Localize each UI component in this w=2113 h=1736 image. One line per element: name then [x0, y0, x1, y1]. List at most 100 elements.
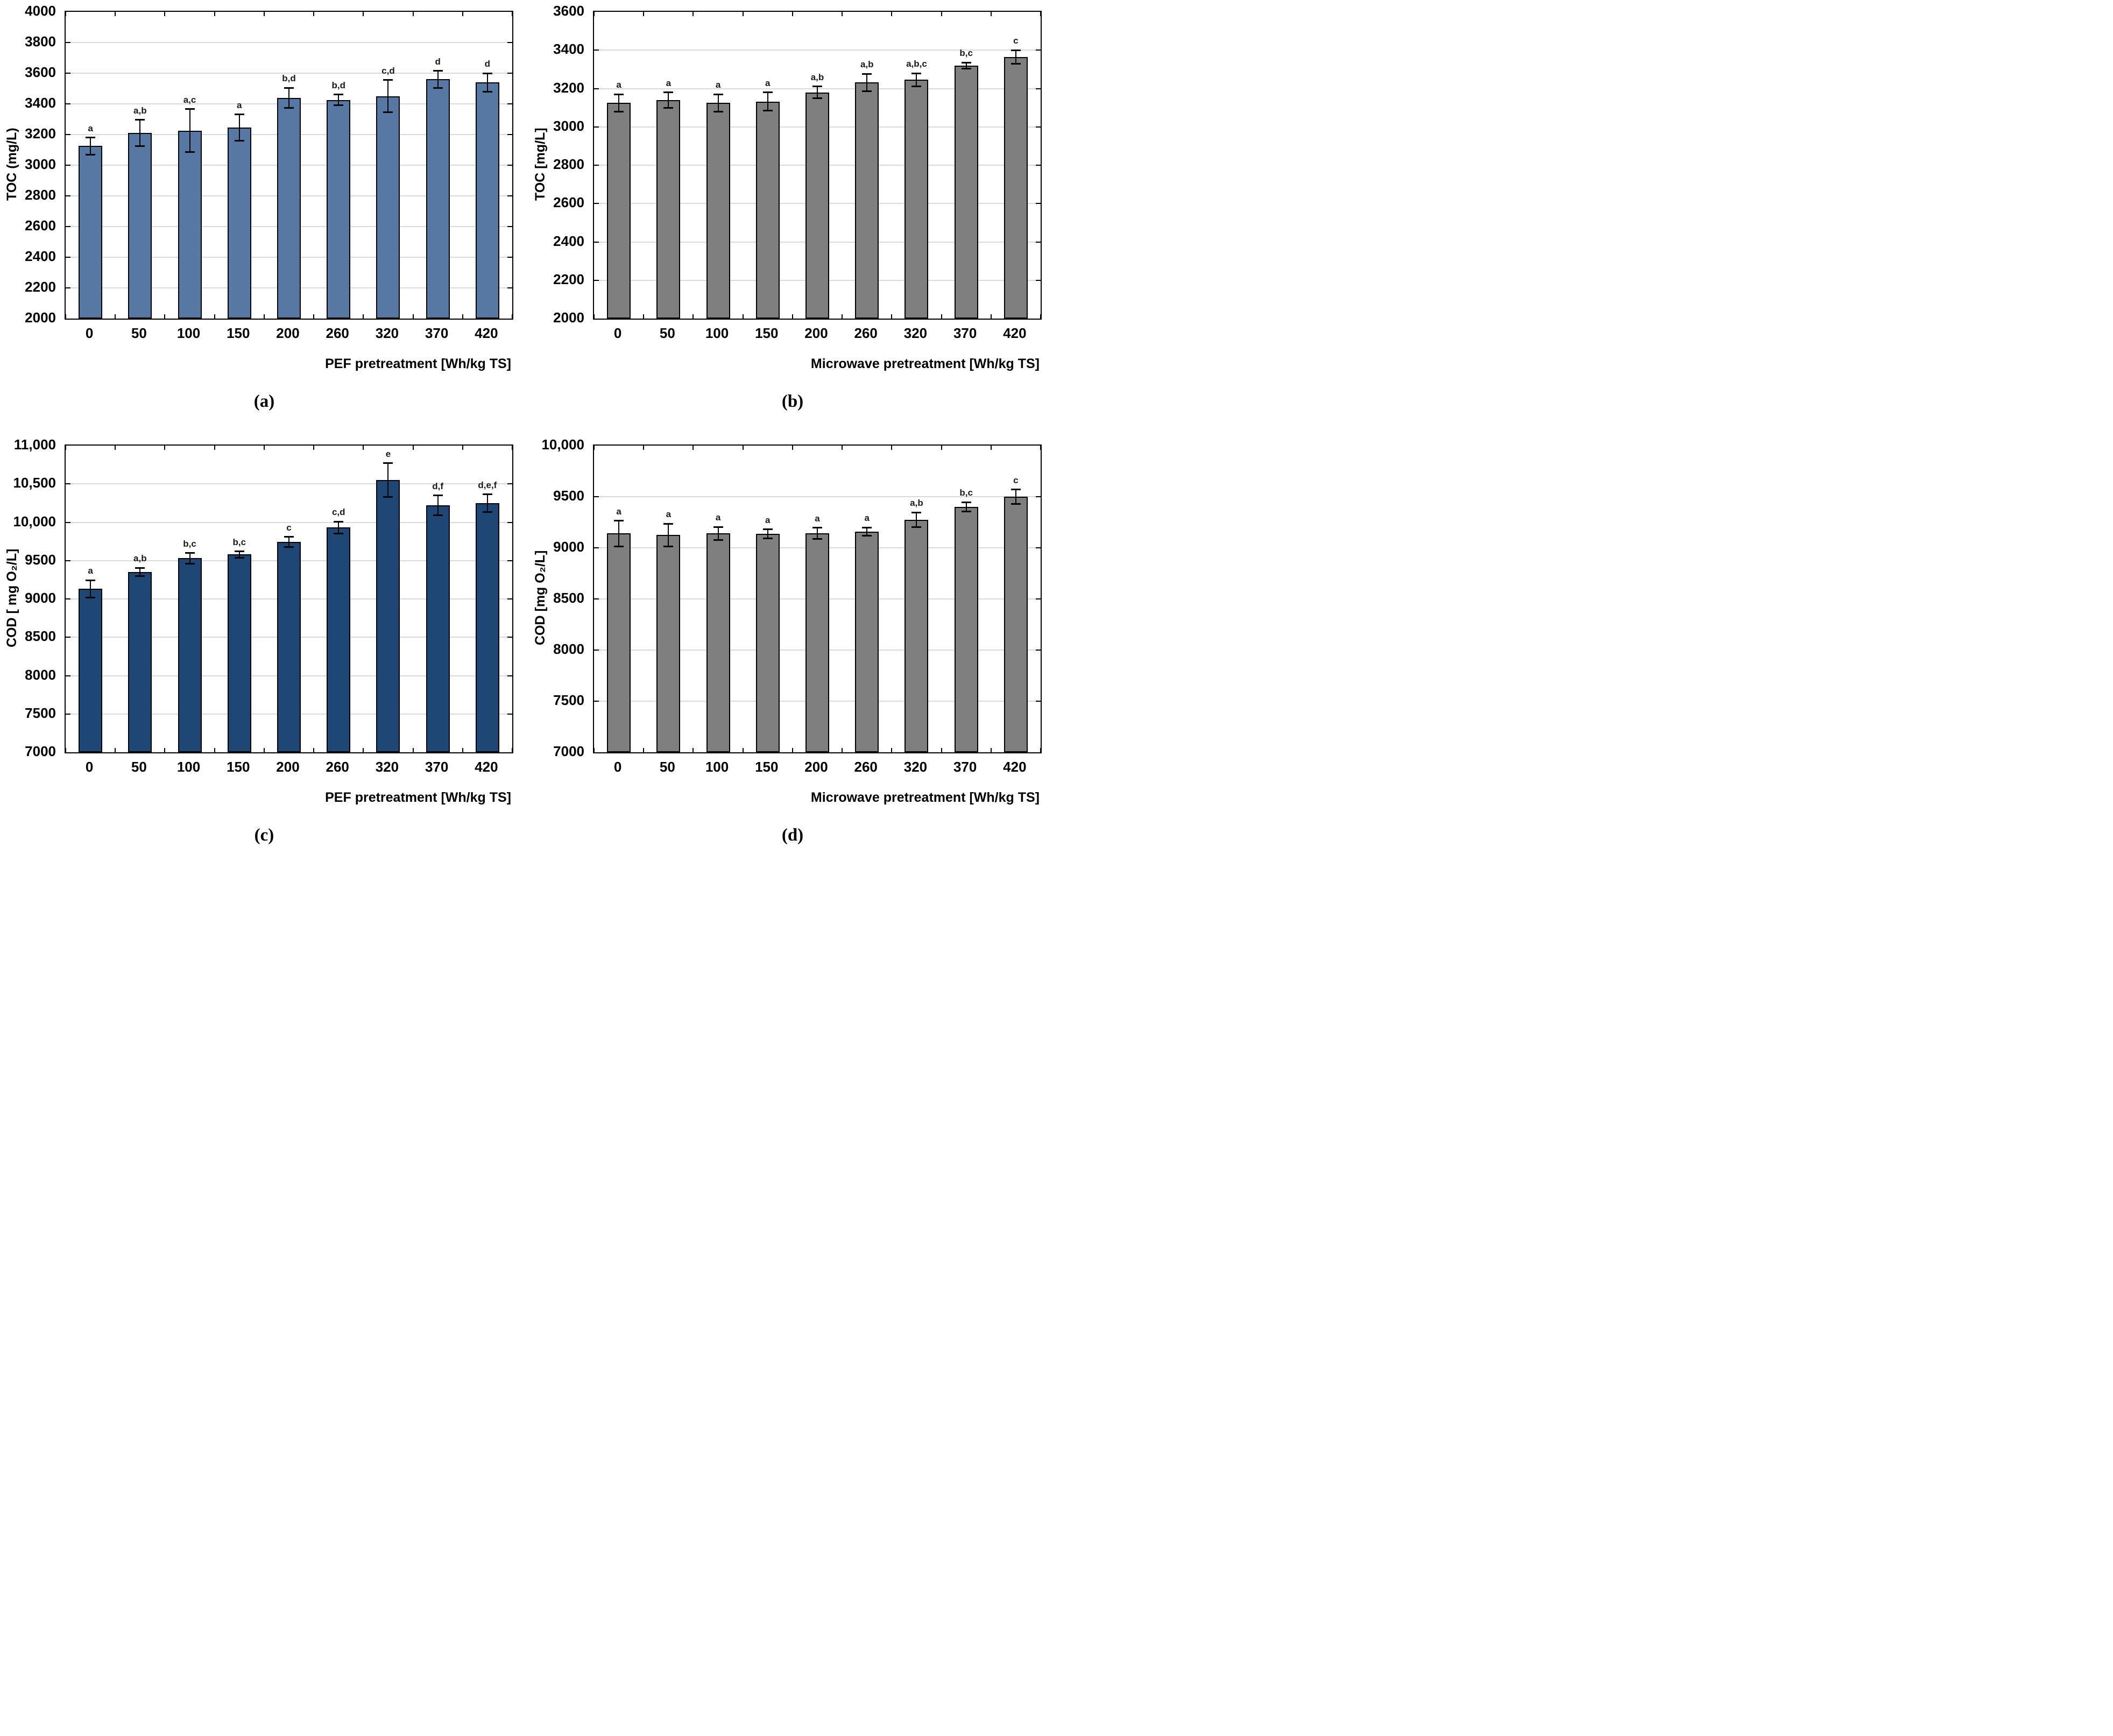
- x-tick-mark: [363, 12, 364, 16]
- error-bar: [90, 137, 91, 155]
- significance-label: a,c: [183, 94, 196, 105]
- error-cap-bottom: [614, 545, 624, 547]
- y-tick-label: 3600: [553, 3, 584, 19]
- error-bar: [717, 527, 719, 540]
- y-tick-mark: [507, 713, 512, 715]
- x-tick-mark: [313, 446, 315, 450]
- error-bar: [817, 86, 818, 98]
- y-tick-label: 7500: [553, 692, 584, 708]
- significance-label: a: [616, 506, 621, 517]
- x-tick-label: 420: [1003, 325, 1027, 341]
- error-bar: [817, 527, 818, 539]
- x-tick-label: 50: [131, 759, 147, 775]
- error-cap-bottom: [284, 546, 294, 548]
- significance-label: a: [765, 514, 771, 525]
- significance-label: a,b: [910, 498, 923, 509]
- y-tick-label: 9500: [25, 551, 56, 568]
- error-cap-top: [135, 567, 145, 569]
- error-cap-top: [334, 94, 344, 96]
- panel-sublabel-a: (a): [253, 392, 275, 411]
- significance-label: a,b: [810, 72, 824, 82]
- error-cap-top: [911, 72, 922, 74]
- y-tick-mark: [507, 560, 512, 561]
- error-cap-top: [961, 501, 971, 503]
- plot-area-d: a a a a a a a,b b,c c: [593, 444, 1042, 753]
- x-tick-label: 370: [953, 759, 977, 775]
- y-tick-label: 9000: [25, 590, 56, 606]
- y-tick-label: 7500: [25, 704, 56, 721]
- y-tick-mark: [594, 241, 599, 243]
- y-tick-label: 2400: [25, 248, 56, 264]
- gridline: [594, 50, 1041, 51]
- x-tick-mark: [412, 12, 414, 16]
- error-cap-bottom: [383, 111, 393, 114]
- error-cap-top: [284, 87, 294, 89]
- x-tick-label: 0: [613, 759, 622, 775]
- error-bar: [288, 88, 289, 108]
- error-cap-top: [234, 551, 244, 553]
- error-cap-bottom: [135, 145, 145, 147]
- x-tick-label: 260: [326, 759, 349, 775]
- x-tick-mark: [164, 12, 166, 16]
- x-tick-label: 100: [176, 759, 201, 775]
- x-tick-label: 320: [375, 759, 399, 775]
- significance-label: b,c: [959, 48, 973, 59]
- x-tick-label: 100: [705, 325, 729, 341]
- x-tick-mark: [891, 446, 893, 450]
- y-tick-mark: [1036, 88, 1041, 89]
- bar-260: [327, 100, 351, 319]
- x-tick-mark: [263, 314, 265, 319]
- x-tick-mark: [692, 314, 694, 319]
- x-tick-mark: [792, 748, 793, 752]
- error-bar: [387, 463, 389, 497]
- panel-b: TOC [mg/L] a a a a a,b a,b a,b,c b,c c Microwave…: [528, 0, 1057, 434]
- significance-label: c: [1013, 475, 1019, 485]
- error-bar: [238, 551, 240, 558]
- x-tick-label: 0: [613, 325, 622, 341]
- error-cap-bottom: [812, 538, 822, 540]
- y-tick-label: 2400: [553, 232, 584, 249]
- x-tick-label: 420: [475, 325, 498, 341]
- panel-c: COD [ mg O₂/L] a a,b b,c b,c c c,d e d,f d,e,f P…: [0, 434, 528, 867]
- y-tick-mark: [66, 42, 70, 43]
- x-tick-mark: [164, 314, 166, 319]
- x-tick-mark: [643, 314, 645, 319]
- y-tick-mark: [594, 650, 599, 651]
- x-tick-mark: [941, 748, 942, 752]
- error-bar: [668, 92, 669, 108]
- bar-50: [656, 535, 681, 752]
- x-tick-mark: [941, 314, 942, 319]
- y-tick-label: 10,000: [13, 513, 56, 530]
- bar-200: [805, 92, 829, 319]
- x-tick-label: 100: [705, 759, 729, 775]
- x-tick-mark: [412, 748, 414, 752]
- x-axis-title-b: Microwave pretreatment [Wh/kg TS]: [810, 356, 1040, 371]
- x-tick-mark: [412, 314, 414, 319]
- error-cap-bottom: [234, 556, 244, 559]
- y-tick-mark: [1036, 547, 1041, 548]
- bar-100: [178, 558, 202, 752]
- y-tick-mark: [66, 195, 70, 196]
- x-tick-mark: [363, 748, 364, 752]
- bar-200: [277, 541, 301, 752]
- y-tick-mark: [66, 560, 70, 561]
- x-tick-mark: [263, 12, 265, 16]
- x-axis-title-a: PEF pretreatment [Wh/kg TS]: [325, 356, 511, 371]
- error-bar: [965, 62, 967, 69]
- error-cap-bottom: [911, 86, 922, 88]
- x-tick-label: 420: [475, 759, 498, 775]
- x-tick-mark: [462, 12, 463, 16]
- significance-label: d: [435, 56, 441, 67]
- significance-label: a: [88, 123, 93, 133]
- error-cap-bottom: [663, 107, 674, 109]
- y-tick-mark: [507, 257, 512, 258]
- x-tick-mark: [842, 314, 843, 319]
- y-tick-label: 3600: [25, 64, 56, 80]
- bar-420: [475, 503, 499, 752]
- x-tick-mark: [512, 748, 513, 752]
- x-tick-mark: [742, 314, 744, 319]
- x-tick-mark: [643, 446, 645, 450]
- bar-370: [426, 79, 450, 319]
- error-bar: [668, 524, 669, 547]
- x-tick-mark: [593, 446, 595, 450]
